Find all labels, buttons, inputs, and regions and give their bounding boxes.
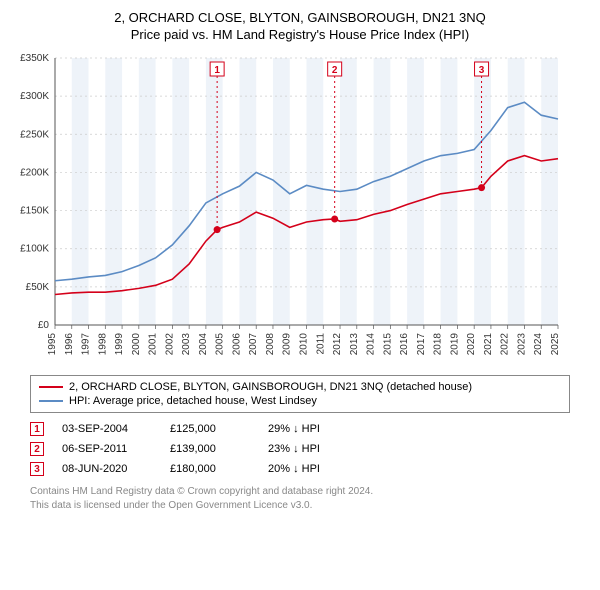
event-price: £125,000 <box>170 423 250 435</box>
svg-text:2013: 2013 <box>349 333 360 356</box>
legend: 2, ORCHARD CLOSE, BLYTON, GAINSBOROUGH, … <box>30 375 570 413</box>
event-date: 06-SEP-2011 <box>62 443 152 455</box>
svg-text:2019: 2019 <box>449 333 460 356</box>
svg-text:£150K: £150K <box>20 206 49 217</box>
event-marker-icon: 3 <box>30 462 44 476</box>
svg-text:2004: 2004 <box>198 333 209 356</box>
svg-text:1999: 1999 <box>114 333 125 356</box>
legend-swatch <box>39 400 63 402</box>
svg-text:2014: 2014 <box>366 333 377 356</box>
svg-text:2022: 2022 <box>500 333 511 356</box>
footnote-line: This data is licensed under the Open Gov… <box>30 499 570 513</box>
legend-swatch <box>39 386 63 388</box>
event-marker-icon: 2 <box>30 442 44 456</box>
event-date: 03-SEP-2004 <box>62 423 152 435</box>
svg-text:2005: 2005 <box>215 333 226 356</box>
event-row: 3 08-JUN-2020 £180,000 20% ↓ HPI <box>30 459 570 479</box>
legend-item: 2, ORCHARD CLOSE, BLYTON, GAINSBOROUGH, … <box>39 380 561 394</box>
svg-text:£250K: £250K <box>20 129 49 140</box>
footnote-line: Contains HM Land Registry data © Crown c… <box>30 485 570 499</box>
svg-text:1995: 1995 <box>47 333 58 356</box>
svg-text:£100K: £100K <box>20 244 49 255</box>
svg-text:£0: £0 <box>38 320 50 331</box>
svg-text:2025: 2025 <box>550 333 561 356</box>
event-price: £139,000 <box>170 443 250 455</box>
event-price: £180,000 <box>170 463 250 475</box>
svg-text:2021: 2021 <box>483 333 494 356</box>
svg-text:2011: 2011 <box>315 333 326 355</box>
svg-text:2001: 2001 <box>148 333 159 356</box>
footnote: Contains HM Land Registry data © Crown c… <box>30 485 570 513</box>
legend-item: HPI: Average price, detached house, West… <box>39 394 561 408</box>
event-row: 1 03-SEP-2004 £125,000 29% ↓ HPI <box>30 419 570 439</box>
svg-text:2002: 2002 <box>164 333 175 356</box>
events-table: 1 03-SEP-2004 £125,000 29% ↓ HPI 2 06-SEP-201… <box>30 419 570 479</box>
svg-text:£300K: £300K <box>20 91 49 102</box>
svg-text:3: 3 <box>479 65 485 76</box>
svg-text:£50K: £50K <box>26 282 50 293</box>
svg-text:2000: 2000 <box>131 333 142 356</box>
svg-text:2010: 2010 <box>299 333 310 356</box>
price-chart: £0 £50K £100K £150K £200K £250K £300K £350K 1995… <box>10 50 590 365</box>
svg-text:£350K: £350K <box>20 53 49 64</box>
svg-text:2009: 2009 <box>282 333 293 356</box>
event-date: 08-JUN-2020 <box>62 463 152 475</box>
legend-label: HPI: Average price, detached house, West… <box>69 395 317 407</box>
svg-text:2007: 2007 <box>248 333 259 356</box>
svg-text:2012: 2012 <box>332 333 343 356</box>
legend-label: 2, ORCHARD CLOSE, BLYTON, GAINSBOROUGH, … <box>69 381 472 393</box>
svg-text:2006: 2006 <box>231 333 242 356</box>
event-delta: 20% ↓ HPI <box>268 463 320 475</box>
svg-text:1997: 1997 <box>81 333 92 356</box>
event-row: 2 06-SEP-2011 £139,000 23% ↓ HPI <box>30 439 570 459</box>
svg-text:2017: 2017 <box>416 333 427 356</box>
svg-text:1996: 1996 <box>64 333 75 356</box>
svg-text:2008: 2008 <box>265 333 276 356</box>
svg-text:2020: 2020 <box>466 333 477 356</box>
svg-text:£200K: £200K <box>20 167 49 178</box>
svg-text:1998: 1998 <box>97 333 108 356</box>
svg-text:2015: 2015 <box>382 333 393 356</box>
svg-text:2024: 2024 <box>533 333 544 356</box>
svg-text:1: 1 <box>214 65 220 76</box>
event-delta: 29% ↓ HPI <box>268 423 320 435</box>
event-marker-icon: 1 <box>30 422 44 436</box>
svg-text:2016: 2016 <box>399 333 410 356</box>
event-delta: 23% ↓ HPI <box>268 443 320 455</box>
svg-text:2023: 2023 <box>516 333 527 356</box>
chart-title: 2, ORCHARD CLOSE, BLYTON, GAINSBOROUGH, … <box>10 10 590 25</box>
chart-subtitle: Price paid vs. HM Land Registry's House … <box>10 27 590 42</box>
svg-text:2: 2 <box>332 65 338 76</box>
svg-text:2018: 2018 <box>433 333 444 356</box>
svg-text:2003: 2003 <box>181 333 192 356</box>
